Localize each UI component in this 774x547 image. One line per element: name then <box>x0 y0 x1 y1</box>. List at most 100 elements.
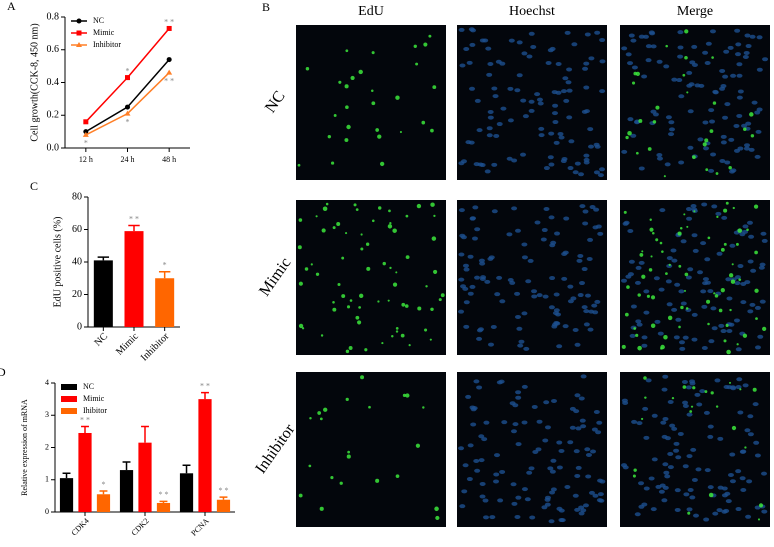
edu-dot <box>375 128 379 132</box>
nucleus <box>476 385 483 390</box>
nucleus <box>593 410 600 415</box>
nucleus <box>726 296 733 301</box>
nucleus <box>721 215 728 220</box>
edu-dot <box>433 214 436 218</box>
nucleus <box>553 140 560 145</box>
nucleus <box>734 275 741 280</box>
legend-label: NC <box>83 382 94 391</box>
nucleus <box>555 61 562 66</box>
nucleus <box>514 514 521 519</box>
edu-dot <box>330 476 334 480</box>
nucleus <box>643 289 650 294</box>
nucleus <box>479 494 486 499</box>
edu-dot <box>387 299 390 302</box>
edu-dot <box>372 219 375 223</box>
nucleus <box>478 258 485 263</box>
significance: * <box>101 480 105 489</box>
nucleus <box>664 162 671 167</box>
edu-dot <box>684 29 689 34</box>
y-tick-label: 0 <box>77 321 82 332</box>
edu-dot <box>668 263 671 267</box>
nucleus <box>674 507 681 512</box>
marker <box>76 30 82 36</box>
nucleus <box>661 434 668 439</box>
edu-dot <box>621 344 626 349</box>
edu-dot <box>665 272 668 275</box>
nucleus <box>654 319 661 324</box>
edu-dot <box>305 67 310 71</box>
edu-dot <box>626 285 630 289</box>
nucleus <box>534 220 541 225</box>
x-tick-label: CDK4 <box>70 516 91 537</box>
nucleus <box>625 52 632 57</box>
edu-dot <box>650 295 656 300</box>
nucleus <box>529 515 536 520</box>
nucleus <box>691 44 698 49</box>
nucleus <box>733 148 740 153</box>
nucleus <box>733 123 740 128</box>
nucleus <box>668 120 675 125</box>
nucleus <box>638 260 645 265</box>
edu-dot <box>732 206 735 210</box>
error-bar <box>219 496 228 500</box>
nucleus <box>590 449 597 454</box>
edu-dot <box>350 75 355 81</box>
edu-dot <box>429 338 432 341</box>
edu-dot <box>297 163 301 167</box>
nucleus <box>710 152 717 157</box>
error-bar <box>182 464 191 474</box>
row-label: NC <box>262 88 289 116</box>
edu-dot <box>623 210 627 214</box>
nucleus <box>463 46 470 51</box>
edu-dot <box>320 334 324 337</box>
nucleus <box>515 442 522 447</box>
nucleus <box>462 286 469 291</box>
edu-dot <box>649 227 654 232</box>
edu-dot <box>715 405 719 408</box>
edu-dot <box>723 339 727 343</box>
error-bar <box>158 271 171 279</box>
edu-dot <box>337 282 341 286</box>
nucleus <box>666 256 673 261</box>
edu-dot <box>682 385 687 389</box>
nucleus <box>742 383 749 388</box>
nucleus <box>474 98 481 103</box>
nucleus <box>469 86 476 91</box>
nucleus <box>588 144 595 149</box>
nucleus <box>677 54 684 59</box>
y-tick-label: 20 <box>72 289 82 300</box>
nucleus <box>662 374 669 379</box>
nucleus <box>675 455 682 460</box>
nucleus <box>574 161 581 166</box>
edu-dot <box>706 299 711 304</box>
edu-dot <box>635 333 639 337</box>
nucleus <box>531 294 538 299</box>
nucleus <box>492 94 499 99</box>
x-tick-label: Inhibitor <box>139 330 172 363</box>
edu-dot <box>434 506 439 512</box>
nucleus <box>579 281 586 286</box>
nucleus <box>708 108 715 113</box>
nucleus <box>638 481 645 486</box>
nucleus <box>635 265 642 270</box>
nucleus <box>716 251 723 256</box>
nucleus <box>564 485 571 490</box>
nucleus <box>563 216 570 221</box>
nucleus <box>702 120 709 125</box>
edu-dot <box>395 474 400 478</box>
edu-dot <box>391 335 394 338</box>
nucleus <box>470 28 477 33</box>
edu-dot <box>684 272 689 277</box>
nucleus <box>736 377 743 382</box>
nucleus <box>580 374 587 379</box>
nucleus <box>660 420 667 425</box>
y-tick-label: 1 <box>45 475 49 484</box>
edu-dot <box>371 101 376 106</box>
nucleus <box>581 305 588 310</box>
nucleus <box>751 100 758 105</box>
marker <box>166 57 172 63</box>
significance: * * <box>218 486 228 495</box>
nucleus <box>689 381 696 386</box>
edu-dot <box>333 113 337 117</box>
